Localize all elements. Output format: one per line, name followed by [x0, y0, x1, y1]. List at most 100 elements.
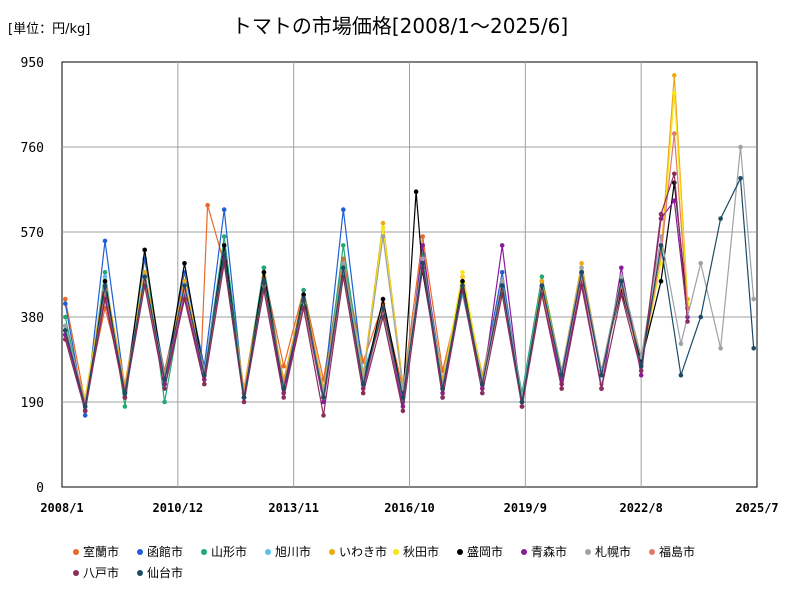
- legend-marker: [329, 549, 335, 555]
- x-tick-label: 2019/9: [504, 501, 547, 515]
- data-point: [440, 386, 445, 391]
- data-point: [619, 274, 624, 280]
- data-point: [182, 261, 187, 266]
- y-tick-label: 760: [21, 141, 44, 156]
- data-point: [519, 404, 525, 409]
- data-point: [82, 408, 88, 414]
- data-point: [360, 381, 366, 387]
- data-point: [102, 283, 108, 289]
- data-point: [539, 274, 545, 280]
- legend-marker: [137, 570, 143, 576]
- data-point: [559, 386, 564, 391]
- y-tick-label: 0: [36, 481, 44, 496]
- data-point: [420, 243, 426, 248]
- data-point: [321, 395, 326, 400]
- legend-label: 秋田市: [403, 544, 439, 559]
- data-point: [142, 270, 147, 275]
- data-point: [281, 395, 287, 400]
- data-point: [559, 372, 564, 378]
- x-tick-label: 2008/1: [40, 501, 83, 515]
- data-point: [619, 278, 624, 284]
- data-point: [698, 314, 703, 320]
- data-point: [341, 243, 346, 248]
- legend-marker: [521, 549, 527, 555]
- data-point: [182, 283, 187, 289]
- data-point: [281, 363, 287, 369]
- data-point: [341, 265, 346, 271]
- legend-label: 福島市: [659, 544, 695, 559]
- data-point: [751, 296, 756, 302]
- data-point: [82, 413, 88, 418]
- data-point: [102, 238, 108, 244]
- legend-marker: [73, 570, 79, 576]
- legend-marker: [137, 549, 143, 555]
- chart-title: トマトの市場価格[2008/1～2025/6]: [231, 14, 569, 38]
- x-tick-label: 2010/12: [153, 501, 204, 515]
- data-point: [380, 296, 386, 302]
- data-point: [658, 234, 664, 239]
- y-tick-label: 570: [21, 226, 44, 241]
- data-point: [321, 413, 326, 418]
- data-point: [499, 278, 505, 284]
- data-point: [63, 296, 68, 302]
- data-point: [142, 247, 147, 253]
- data-point: [360, 390, 366, 396]
- data-point: [658, 243, 664, 248]
- data-point: [162, 386, 167, 391]
- data-point: [751, 346, 756, 351]
- data-point: [182, 296, 187, 302]
- data-point: [499, 270, 505, 275]
- data-point: [579, 283, 584, 289]
- data-point: [102, 274, 108, 280]
- data-point: [82, 404, 88, 409]
- data-point: [599, 386, 604, 391]
- data-point: [420, 261, 426, 266]
- legend-label: 青森市: [531, 544, 567, 559]
- data-point: [301, 292, 306, 297]
- data-point: [63, 328, 68, 333]
- data-point: [672, 73, 677, 78]
- data-point: [341, 261, 346, 266]
- legend-marker: [73, 549, 79, 555]
- data-point: [102, 296, 108, 302]
- data-point: [672, 171, 677, 177]
- legend-marker: [457, 549, 463, 555]
- data-point: [480, 390, 485, 396]
- data-point: [718, 346, 723, 351]
- data-point: [499, 243, 505, 248]
- legend-label: 函館市: [147, 544, 183, 559]
- data-point: [658, 211, 664, 217]
- data-point: [221, 207, 227, 212]
- data-point: [658, 278, 664, 284]
- unit-label: [単位：円/kg]: [8, 22, 91, 37]
- x-tick-label: 2016/10: [384, 501, 435, 515]
- legend-label: 盛岡市: [467, 544, 503, 559]
- data-point: [698, 261, 703, 266]
- data-point: [380, 305, 386, 311]
- data-point: [162, 377, 167, 382]
- data-point: [599, 372, 604, 378]
- data-point: [638, 363, 644, 369]
- data-point: [460, 278, 465, 284]
- data-point: [738, 176, 743, 181]
- data-point: [579, 270, 584, 275]
- data-point: [672, 131, 677, 136]
- legend-marker: [265, 549, 271, 555]
- data-point: [619, 292, 624, 297]
- data-point: [539, 278, 545, 284]
- legend-marker: [649, 549, 655, 555]
- data-point: [221, 243, 227, 248]
- data-point: [182, 278, 187, 284]
- data-point: [420, 234, 426, 239]
- data-point: [738, 144, 743, 150]
- data-point: [63, 301, 68, 306]
- data-point: [142, 274, 147, 280]
- data-point: [718, 216, 723, 221]
- legend-label: 室蘭市: [83, 544, 119, 559]
- x-tick-label: 2013/11: [268, 501, 319, 515]
- data-point: [678, 372, 684, 378]
- data-point: [202, 381, 207, 387]
- legend-marker: [585, 549, 591, 555]
- data-point: [685, 319, 690, 324]
